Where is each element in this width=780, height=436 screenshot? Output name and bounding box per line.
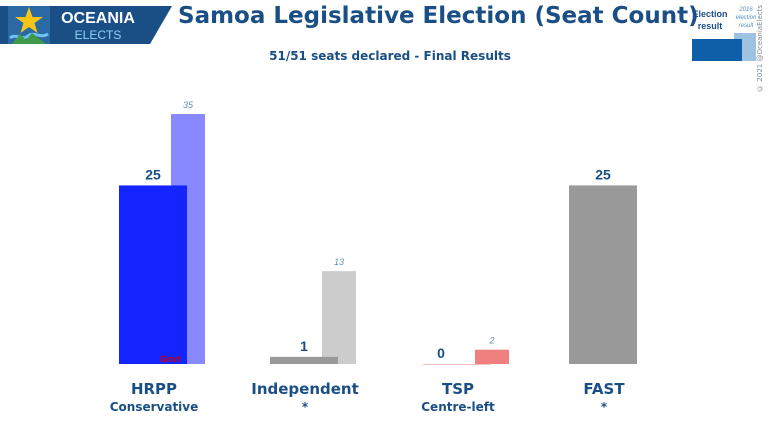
category-label-fast: FAST xyxy=(583,380,625,398)
logo-line1: OCEANIA xyxy=(61,10,135,27)
value-label-previous-hrpp: 35 xyxy=(183,100,194,110)
category-sublabel-fast: * xyxy=(600,400,608,414)
category-label-tsp: TSP xyxy=(441,380,475,398)
category-sublabel-independent: * xyxy=(301,400,309,414)
legend-previous-label-1: 2016 xyxy=(738,7,753,13)
legend-previous-label-2: election xyxy=(736,15,757,21)
island-icon xyxy=(12,33,46,44)
category-label-independent: Independent xyxy=(251,380,359,398)
star-icon xyxy=(15,7,43,33)
legend: Election result 2016 election result xyxy=(692,7,757,61)
page-subtitle: 51/51 seats declared - Final Results xyxy=(269,49,511,63)
legend-previous-label-3: result xyxy=(739,23,754,29)
page-title: Samoa Legislative Election (Seat Count) xyxy=(178,3,699,29)
legend-current-label-1: Election xyxy=(692,9,727,19)
value-label-current-hrpp: 25 xyxy=(145,166,161,182)
category-label-hrpp: HRPP xyxy=(130,380,178,398)
bar-previous-independent xyxy=(322,271,356,364)
category-sublabel-hrpp: Conservative xyxy=(109,400,199,414)
wave-icon xyxy=(9,32,49,40)
bar-current-independent xyxy=(270,356,338,364)
legend-current-swatch xyxy=(692,39,742,61)
copyright-notice: © 2021 @OceaniaElects xyxy=(756,5,764,92)
legend-current-label-2: result xyxy=(698,21,723,31)
bar-current-fast xyxy=(569,185,637,364)
annotation-govt: Govt xyxy=(160,354,181,364)
category-sublabel-tsp: Centre-left xyxy=(421,400,495,414)
bar-chart: 35 25 13 1 2 0 25 Govt xyxy=(119,100,637,365)
value-label-current-fast: 25 xyxy=(595,166,611,182)
value-label-current-tsp: 0 xyxy=(437,345,445,361)
logo-line2: ELECTS xyxy=(75,28,122,42)
bar-current-tsp xyxy=(423,364,491,365)
bar-current-hrpp xyxy=(119,185,187,364)
value-label-previous-independent: 13 xyxy=(334,257,344,267)
bar-previous-tsp xyxy=(475,349,509,364)
value-label-current-independent: 1 xyxy=(300,338,308,354)
oceania-elects-logo: OCEANIA ELECTS xyxy=(0,6,172,44)
value-label-previous-tsp: 2 xyxy=(488,336,494,346)
